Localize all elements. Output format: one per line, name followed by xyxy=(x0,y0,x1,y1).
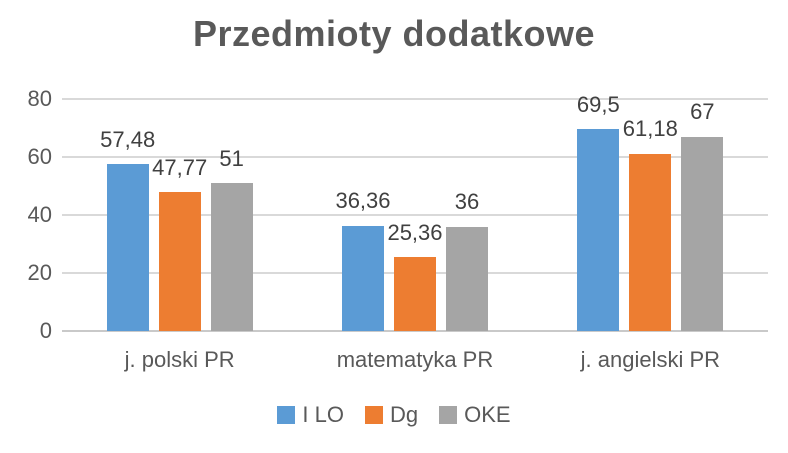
bar-group-j-angielski-pr: 69,5 61,18 67 xyxy=(533,92,768,331)
y-axis-tick-20: 20 xyxy=(27,260,52,285)
bar-dg-j-polski-pr: 47,77 xyxy=(152,155,207,331)
bar-dg-j-angielski-pr: 61,18 xyxy=(623,116,678,331)
y-axis-tick-60: 60 xyxy=(27,144,52,169)
bar-oke-j-angielski-pr: 67 xyxy=(681,99,724,331)
data-label-dg-j-polski-pr: 47,77 xyxy=(152,155,208,181)
data-label-dg-j-angielski-pr: 61,18 xyxy=(622,116,678,142)
bar-group-matematyka-pr: 36,36 25,36 36 xyxy=(297,99,532,331)
bar-dg-matematyka-pr: 25,36 xyxy=(387,220,443,331)
gridline-80 xyxy=(62,98,768,100)
legend-swatch-icon-oke xyxy=(439,406,458,424)
x-axis-line xyxy=(62,330,768,332)
chart-title: Przedmioty dodatkowe xyxy=(192,13,596,54)
x-axis-label-matematyka-pr: matematyka PR xyxy=(336,347,494,372)
legend-swatch-icon-dg xyxy=(364,406,383,424)
bar-i-lo-j-polski-pr: 57,48 xyxy=(100,127,155,331)
legend-item-i-lo: I LO xyxy=(277,402,344,428)
legend-item-oke: OKE xyxy=(439,402,511,428)
data-label-oke-matematyka-pr: 36 xyxy=(454,189,480,215)
legend-item-dg: Dg xyxy=(364,402,419,428)
legend-swatch-icon-i-lo xyxy=(277,406,296,424)
gridline-40 xyxy=(62,214,768,216)
legend-label-i-lo: I LO xyxy=(302,402,344,427)
data-label-oke-j-angielski-pr: 67 xyxy=(690,99,715,125)
data-label-i-lo-matematyka-pr: 36,36 xyxy=(335,188,391,214)
bar-oke-matematyka-pr: 36 xyxy=(445,189,488,331)
bar-group-j-polski-pr: 57,48 47,77 51 xyxy=(62,99,297,331)
legend-label-oke: OKE xyxy=(464,402,511,427)
bar-i-lo-matematyka-pr: 36,36 xyxy=(335,188,391,331)
x-axis-label-j-angielski-pr: j. angielski PR xyxy=(580,347,721,372)
y-axis-tick-40: 40 xyxy=(27,202,52,227)
data-label-dg-matematyka-pr: 25,36 xyxy=(387,220,443,246)
x-axis-label-j-polski-pr: j. polski PR xyxy=(124,347,235,372)
gridline-60 xyxy=(62,156,768,158)
plot-area: 57,48 47,77 51 36,36 25,36 36 69,5 61,18 67 xyxy=(62,92,768,332)
y-axis-tick-80: 80 xyxy=(27,86,52,111)
y-axis-tick-0: 0 xyxy=(39,318,52,343)
bar-i-lo-j-angielski-pr: 69,5 xyxy=(577,92,620,331)
data-label-oke-j-polski-pr: 51 xyxy=(219,145,244,171)
data-label-i-lo-j-angielski-pr: 69,5 xyxy=(576,92,620,118)
bar-oke-j-polski-pr: 51 xyxy=(210,146,253,331)
legend-label-dg: Dg xyxy=(389,402,419,427)
legend: I LO Dg OKE xyxy=(0,402,788,428)
data-label-i-lo-j-polski-pr: 57,48 xyxy=(100,126,156,152)
